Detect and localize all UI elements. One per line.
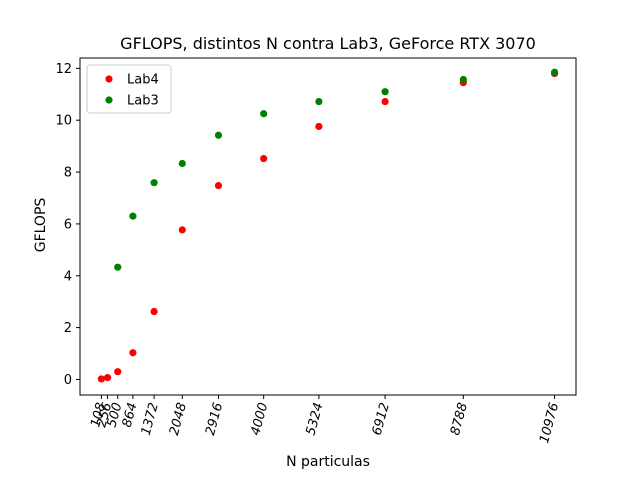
y-tick-label: 8 (64, 166, 72, 181)
point-lab3 (150, 179, 158, 187)
point-lab4 (381, 97, 389, 106)
point-lab4 (178, 226, 186, 234)
point-lab3 (459, 75, 467, 84)
chart-title: GFLOPS, distintos N contra Lab3, GeForce… (120, 34, 536, 53)
x-tick-label: 6912 (370, 401, 393, 437)
y-axis-label: GFLOPS (33, 198, 49, 253)
x-axis-label: N particulas (286, 454, 370, 470)
point-lab3 (129, 212, 137, 220)
point-lab3 (214, 131, 223, 139)
x-tick-label: 864 (120, 401, 141, 429)
x-tick-label: 10976 (537, 401, 562, 445)
point-lab3 (114, 263, 122, 271)
legend-label-lab3: Lab3 (127, 94, 159, 109)
point-lab4 (129, 349, 137, 357)
x-tick-label: 5324 (304, 401, 327, 437)
x-tick-label: 108 (88, 401, 109, 429)
point-lab3 (381, 88, 389, 96)
y-tick-label: 0 (64, 373, 72, 388)
x-tick-label: 8788 (448, 401, 471, 437)
y-tick-label: 4 (64, 269, 72, 284)
point-lab3 (260, 110, 268, 118)
point-lab3 (315, 97, 323, 106)
y-tick-label: 10 (55, 114, 72, 129)
legend-marker-lab4 (105, 75, 113, 83)
point-lab4 (103, 374, 112, 382)
y-tick-label: 12 (55, 62, 72, 77)
legend-marker-lab3 (105, 96, 113, 104)
x-tick-label: 1372 (139, 401, 162, 437)
x-tick-label: 500 (105, 401, 126, 429)
y-tick-label: 2 (64, 321, 72, 336)
point-lab4 (97, 375, 105, 383)
x-tick-label: 256 (94, 401, 115, 429)
point-lab4 (214, 181, 223, 190)
point-lab3 (178, 159, 186, 168)
point-lab4 (150, 307, 158, 316)
y-tick-label: 6 (64, 217, 72, 232)
legend-label-lab4: Lab4 (127, 73, 159, 88)
point-lab4 (114, 368, 122, 376)
x-tick-label: 4000 (248, 401, 271, 437)
point-lab3 (550, 68, 559, 76)
plot-frame (79, 57, 577, 396)
point-lab4 (315, 122, 323, 131)
x-tick-label: 2916 (203, 401, 226, 437)
point-lab4 (260, 154, 268, 163)
x-tick-label: 2048 (167, 401, 190, 437)
